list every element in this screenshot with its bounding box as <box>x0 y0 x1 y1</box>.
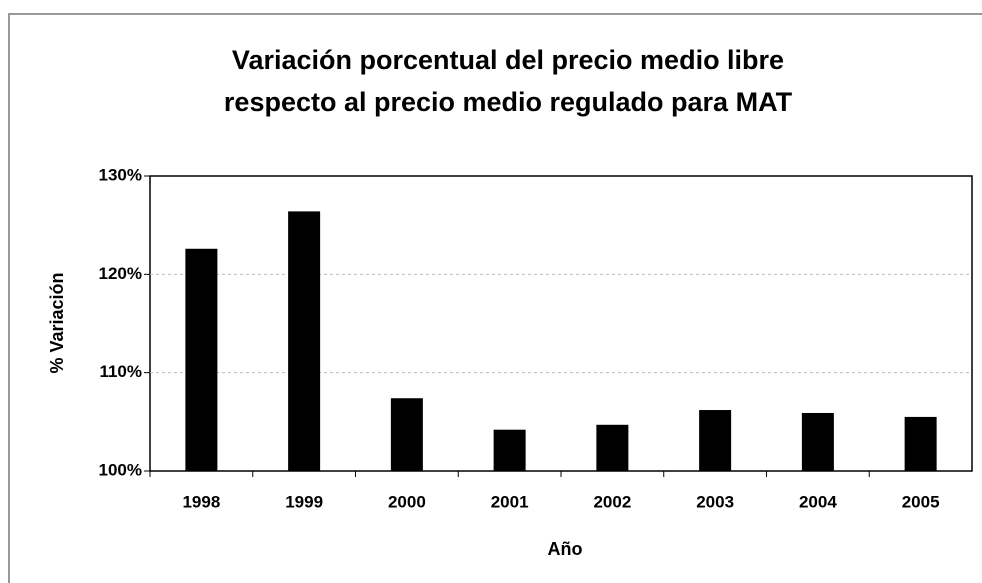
chart-title: respecto al precio medio regulado para M… <box>224 87 793 117</box>
y-tick-label: 110% <box>99 362 142 381</box>
y-tick-label: 130% <box>99 165 142 184</box>
x-tick-label: 2003 <box>696 492 734 511</box>
bar <box>185 248 218 471</box>
y-tick-label: 100% <box>99 460 142 479</box>
x-axis-label: Año <box>548 539 583 559</box>
x-tick-label: 2004 <box>799 492 837 511</box>
bar <box>288 211 321 471</box>
x-tick-label: 2002 <box>593 492 631 511</box>
y-axis-label: % Variación <box>47 272 67 373</box>
x-tick-label: 2001 <box>491 492 529 511</box>
y-tick-label: 120% <box>99 264 142 283</box>
x-tick-label: 2000 <box>388 492 426 511</box>
chart-title: Variación porcentual del precio medio li… <box>232 45 784 75</box>
x-tick-label: 2005 <box>902 492 940 511</box>
x-tick-label: 1999 <box>285 492 323 511</box>
bar <box>596 424 629 471</box>
bar <box>699 410 732 471</box>
bar <box>493 429 526 471</box>
x-tick-label: 1998 <box>182 492 220 511</box>
plot-area <box>149 175 973 472</box>
bar <box>390 398 423 471</box>
bar <box>801 412 834 471</box>
bar <box>904 416 937 471</box>
